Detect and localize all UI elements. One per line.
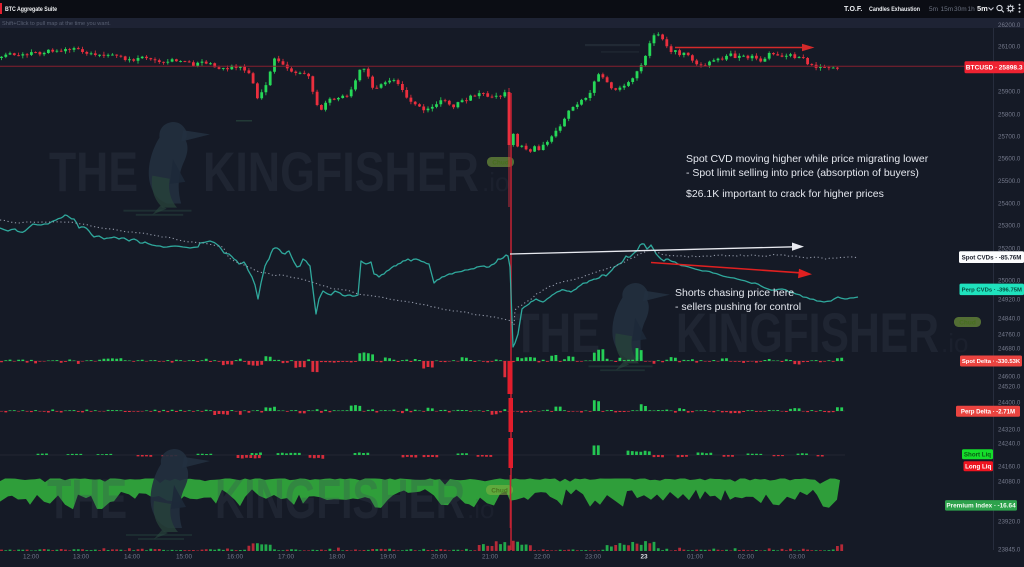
svg-text:24840.0: 24840.0 <box>998 315 1021 322</box>
svg-text:Spot CVD moving higher while p: Spot CVD moving higher while price migra… <box>686 153 929 165</box>
svg-text:15m: 15m <box>941 6 954 13</box>
svg-text:13:00: 13:00 <box>73 554 89 561</box>
svg-text:02:00: 02:00 <box>738 554 754 561</box>
svg-text:23:00: 23:00 <box>585 554 601 561</box>
svg-text:24160.0: 24160.0 <box>998 463 1021 470</box>
svg-text:Chud: Chud <box>492 160 509 167</box>
svg-text:25800.0: 25800.0 <box>998 111 1021 118</box>
svg-text:25300.0: 25300.0 <box>998 222 1021 229</box>
svg-text:20:00: 20:00 <box>431 554 447 561</box>
svg-text:25400.0: 25400.0 <box>998 200 1021 207</box>
svg-text:24520.0: 24520.0 <box>998 383 1021 390</box>
svg-text:30m: 30m <box>954 6 967 13</box>
svg-text:26200.0: 26200.0 <box>998 22 1021 29</box>
svg-text:24400.0: 24400.0 <box>998 399 1021 406</box>
svg-text:25000.0: 25000.0 <box>998 277 1021 284</box>
svg-text:26100.0: 26100.0 <box>998 43 1021 50</box>
svg-text:Shift+Click to pull map at the: Shift+Click to pull map at the time you … <box>2 21 111 27</box>
svg-text:- sellers pushing for control: - sellers pushing for control <box>675 301 801 313</box>
svg-text:24680.0: 24680.0 <box>998 345 1021 352</box>
svg-text:25900.0: 25900.0 <box>998 88 1021 95</box>
svg-text:17:00: 17:00 <box>278 554 294 561</box>
svg-text:25600.0: 25600.0 <box>998 155 1021 162</box>
svg-text:Premium Index ∙ -16.64: Premium Index ∙ -16.64 <box>946 503 1016 510</box>
svg-text:Spot Delta ∙ -330.53K: Spot Delta ∙ -330.53K <box>962 359 1021 365</box>
svg-text:25500.0: 25500.0 <box>998 178 1021 185</box>
svg-text:19:00: 19:00 <box>380 554 396 561</box>
svg-text:24080.0: 24080.0 <box>998 478 1021 485</box>
svg-text:12:00: 12:00 <box>23 554 39 561</box>
svg-text:23: 23 <box>640 554 648 561</box>
svg-text:.io: .io <box>941 328 968 358</box>
svg-text:THE: THE <box>47 467 127 530</box>
svg-text:24240.0: 24240.0 <box>998 440 1021 447</box>
svg-text:16:00: 16:00 <box>227 554 243 561</box>
svg-text:- Spot limit selling into pric: - Spot limit selling into price (absorpt… <box>686 167 919 179</box>
svg-text:.io: .io <box>467 494 494 524</box>
svg-text:Spot CVDs ∙ -85.76M: Spot CVDs ∙ -85.76M <box>962 254 1022 261</box>
svg-text:Perp Delta ∙ -2.71M: Perp Delta ∙ -2.71M <box>961 409 1015 416</box>
svg-text:Short Liq: Short Liq <box>964 452 991 459</box>
svg-text:22:00: 22:00 <box>534 554 550 561</box>
svg-text:24600.0: 24600.0 <box>998 373 1021 380</box>
svg-text:1h: 1h <box>968 6 976 13</box>
svg-text:BTCUSD ∙ 25898.3: BTCUSD ∙ 25898.3 <box>966 65 1023 72</box>
svg-text:Long Liq: Long Liq <box>965 463 991 470</box>
svg-text:24760.0: 24760.0 <box>998 331 1021 338</box>
svg-text:5m: 5m <box>929 6 938 13</box>
svg-text:THE: THE <box>49 140 138 203</box>
svg-text:T.O.F.: T.O.F. <box>844 6 862 13</box>
svg-text:KINGFISHER: KINGFISHER <box>203 140 479 203</box>
svg-text:$26.1K important to crack for: $26.1K important to crack for higher pri… <box>686 188 884 200</box>
svg-text:.io: .io <box>482 167 509 197</box>
svg-text:BTC Aggregate Suite: BTC Aggregate Suite <box>5 6 57 13</box>
svg-text:5m: 5m <box>977 4 988 13</box>
svg-text:15:00: 15:00 <box>176 554 192 561</box>
svg-text:Perp CVDs ∙ -396.75M: Perp CVDs ∙ -396.75M <box>962 288 1022 294</box>
svg-text:24920.0: 24920.0 <box>998 296 1021 303</box>
svg-text:01:00: 01:00 <box>687 554 703 561</box>
svg-text:24320.0: 24320.0 <box>998 426 1021 433</box>
svg-text:Shorts chasing price here: Shorts chasing price here <box>675 287 794 299</box>
svg-text:Chud: Chud <box>491 488 508 495</box>
svg-text:THE: THE <box>513 301 600 364</box>
svg-text:Chud: Chud <box>959 320 976 327</box>
svg-text:KINGFISHER: KINGFISHER <box>215 467 465 530</box>
svg-text:18:00: 18:00 <box>329 554 345 561</box>
svg-text:03:00: 03:00 <box>789 554 805 561</box>
svg-text:21:00: 21:00 <box>482 554 498 561</box>
svg-text:25700.0: 25700.0 <box>998 133 1021 140</box>
svg-text:23845.0: 23845.0 <box>998 546 1021 553</box>
svg-text:25200.0: 25200.0 <box>998 245 1021 252</box>
svg-text:Candles Exhaustion: Candles Exhaustion <box>869 6 920 13</box>
svg-text:14:00: 14:00 <box>124 554 140 561</box>
svg-text:23920.0: 23920.0 <box>998 518 1021 525</box>
